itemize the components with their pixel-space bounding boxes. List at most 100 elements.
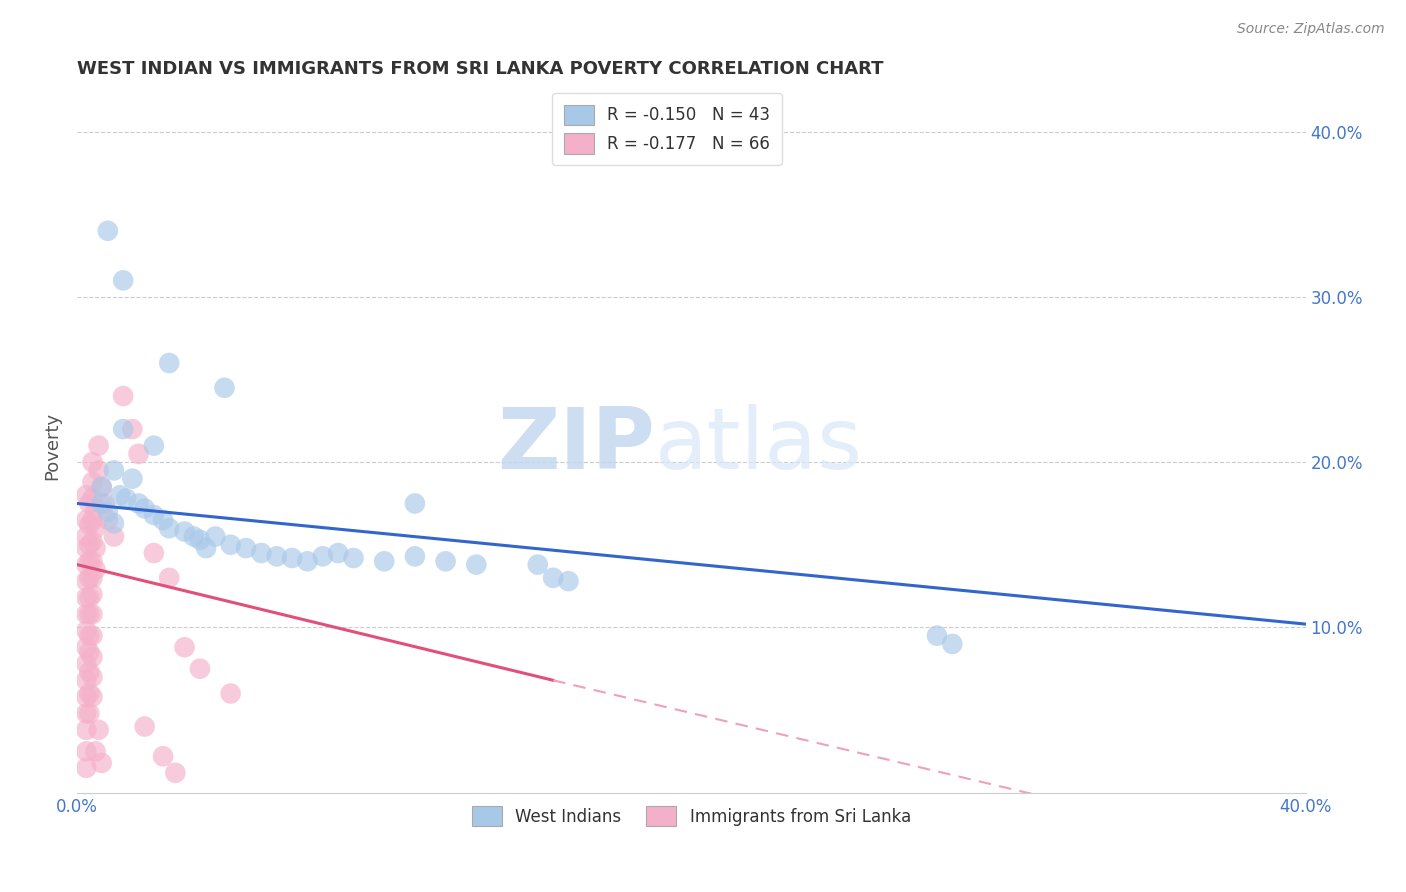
Point: [75, 558, 97, 572]
Point: [142, 508, 165, 522]
Point: [82, 670, 104, 684]
Point: [134, 501, 156, 516]
Point: [266, 549, 288, 564]
Point: [75, 624, 97, 638]
Point: [157, 521, 180, 535]
Point: [84, 521, 107, 535]
Point: [142, 439, 165, 453]
Point: [93, 496, 115, 510]
Point: [79, 496, 101, 510]
Point: [214, 381, 236, 395]
Point: [404, 496, 426, 510]
Point: [82, 690, 104, 704]
Point: [79, 518, 101, 533]
Y-axis label: Poverty: Poverty: [44, 411, 60, 480]
Point: [87, 463, 110, 477]
Legend: West Indians, Immigrants from Sri Lanka: West Indians, Immigrants from Sri Lanka: [465, 799, 918, 833]
Point: [75, 744, 97, 758]
Point: [195, 541, 218, 555]
Point: [82, 587, 104, 601]
Point: [188, 533, 211, 547]
Point: [87, 723, 110, 737]
Point: [326, 546, 349, 560]
Point: [121, 422, 143, 436]
Point: [82, 475, 104, 489]
Text: ZIP: ZIP: [496, 404, 654, 487]
Point: [281, 551, 304, 566]
Point: [103, 463, 125, 477]
Point: [434, 554, 457, 568]
Point: [79, 591, 101, 605]
Point: [219, 686, 242, 700]
Point: [79, 686, 101, 700]
Point: [541, 571, 564, 585]
Point: [75, 488, 97, 502]
Point: [82, 491, 104, 506]
Point: [75, 541, 97, 555]
Point: [941, 637, 963, 651]
Point: [103, 529, 125, 543]
Point: [373, 554, 395, 568]
Point: [152, 513, 174, 527]
Point: [925, 629, 948, 643]
Point: [82, 513, 104, 527]
Point: [250, 546, 273, 560]
Point: [75, 529, 97, 543]
Point: [75, 513, 97, 527]
Point: [134, 720, 156, 734]
Point: [557, 574, 579, 588]
Point: [75, 574, 97, 588]
Point: [115, 491, 138, 506]
Point: [103, 516, 125, 531]
Point: [82, 650, 104, 665]
Point: [97, 505, 120, 519]
Point: [79, 607, 101, 622]
Point: [152, 749, 174, 764]
Point: [97, 224, 120, 238]
Point: [75, 706, 97, 721]
Point: [128, 496, 150, 510]
Point: [173, 640, 195, 655]
Point: [128, 447, 150, 461]
Point: [90, 496, 112, 510]
Point: [79, 571, 101, 585]
Point: [165, 765, 187, 780]
Point: [82, 629, 104, 643]
Point: [526, 558, 548, 572]
Point: [142, 546, 165, 560]
Point: [75, 607, 97, 622]
Point: [79, 554, 101, 568]
Point: [75, 591, 97, 605]
Point: [79, 645, 101, 659]
Point: [75, 761, 97, 775]
Point: [465, 558, 488, 572]
Point: [342, 551, 364, 566]
Point: [90, 480, 112, 494]
Point: [404, 549, 426, 564]
Point: [112, 273, 135, 287]
Point: [112, 389, 135, 403]
Point: [90, 756, 112, 770]
Point: [219, 538, 242, 552]
Point: [79, 665, 101, 679]
Point: [183, 529, 205, 543]
Point: [173, 524, 195, 539]
Point: [97, 513, 120, 527]
Point: [84, 744, 107, 758]
Point: [235, 541, 257, 555]
Text: atlas: atlas: [654, 404, 862, 487]
Point: [157, 356, 180, 370]
Text: WEST INDIAN VS IMMIGRANTS FROM SRI LANKA POVERTY CORRELATION CHART: WEST INDIAN VS IMMIGRANTS FROM SRI LANKA…: [77, 60, 883, 78]
Point: [82, 455, 104, 469]
Point: [121, 472, 143, 486]
Point: [312, 549, 335, 564]
Point: [84, 501, 107, 516]
Point: [82, 554, 104, 568]
Point: [79, 629, 101, 643]
Point: [297, 554, 319, 568]
Point: [75, 690, 97, 704]
Point: [108, 488, 131, 502]
Point: [75, 723, 97, 737]
Text: Source: ZipAtlas.com: Source: ZipAtlas.com: [1237, 22, 1385, 37]
Point: [75, 640, 97, 655]
